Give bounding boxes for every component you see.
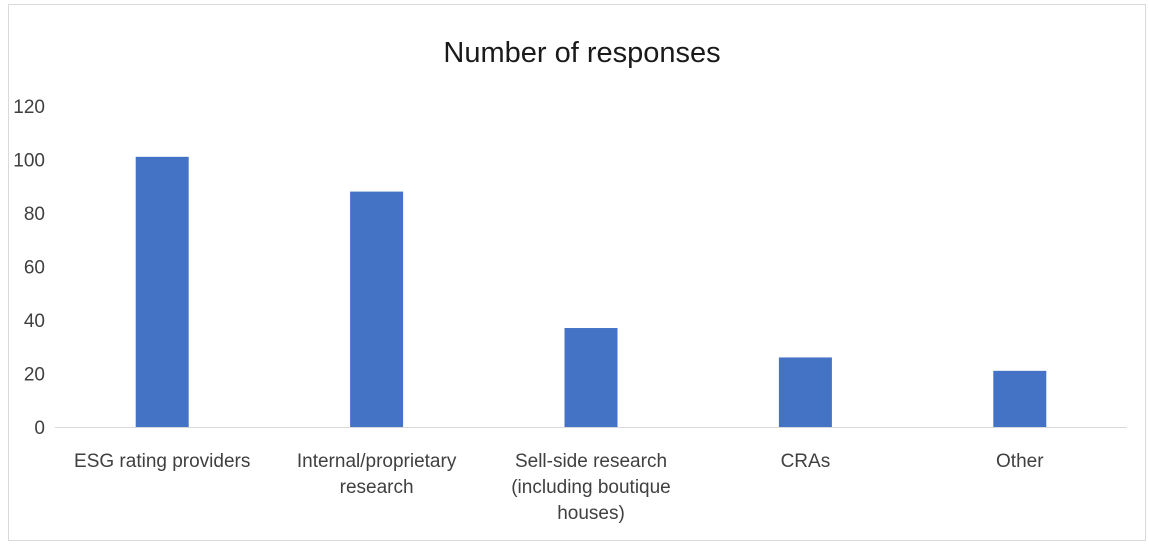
y-tick-label: 40 xyxy=(24,311,45,332)
chart-title: Number of responses xyxy=(443,37,720,69)
x-tick-label: Sell-side research (including boutique hou… xyxy=(511,451,671,524)
y-tick-label: 120 xyxy=(13,97,45,118)
y-tick-label: 0 xyxy=(34,418,45,439)
x-tick-label: Other xyxy=(996,451,1044,472)
x-tick-label: Internal/proprietary research xyxy=(297,451,457,498)
x-tick-label: CRAs xyxy=(781,451,831,472)
x-axis: ESG rating providers Internal/proprietary… xyxy=(55,427,1127,524)
x-tick-label: ESG rating providers xyxy=(74,451,250,472)
y-tick-label: 100 xyxy=(13,151,45,172)
bar xyxy=(350,191,404,427)
y-tick-label: 80 xyxy=(24,204,45,225)
bar xyxy=(135,156,189,427)
bars xyxy=(135,156,1047,427)
chart-frame xyxy=(8,4,1146,541)
y-axis: 0 20 40 60 80 100 120 xyxy=(13,97,45,439)
y-tick-label: 20 xyxy=(24,365,45,386)
bar xyxy=(993,370,1047,427)
bar xyxy=(778,357,832,427)
bar xyxy=(564,328,618,427)
y-tick-label: 60 xyxy=(24,258,45,279)
